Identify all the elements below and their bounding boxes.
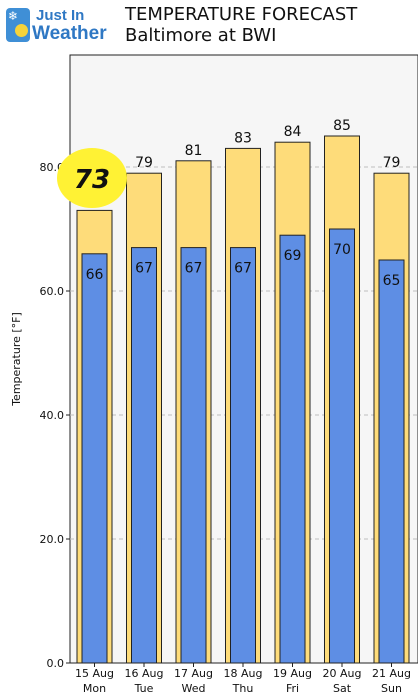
snowflake-icon: ❄: [8, 9, 19, 23]
low-temp-label: 67: [135, 261, 153, 277]
low-temp-bar: [329, 228, 355, 664]
y-tick-label: 40.0: [40, 409, 65, 422]
y-tick-label: 20.0: [40, 533, 65, 546]
x-tick-date: 18 Aug: [224, 667, 263, 680]
high-temp-label: 85: [333, 118, 351, 134]
low-temp-bar: [180, 247, 207, 664]
x-tick-day: Thu: [232, 682, 254, 695]
chart-subtitle: Baltimore at BWI: [125, 25, 277, 46]
logo-text-line1: Just In: [36, 7, 85, 24]
x-tick-date: 19 Aug: [273, 667, 312, 680]
low-temp-label: 67: [185, 261, 203, 277]
x-tick-date: 16 Aug: [125, 667, 164, 680]
sun-icon: [15, 24, 28, 37]
high-temp-label: 83: [234, 130, 252, 146]
x-tick-date: 21 Aug: [372, 667, 411, 680]
low-temp-bar: [230, 247, 256, 664]
low-temp-bar: [279, 234, 306, 664]
y-tick-label: 80.0: [40, 161, 65, 174]
current-temp-badge: 73: [57, 148, 127, 208]
badge-circle: [57, 148, 127, 208]
bars: 66 79 67 81 67 83 67 84 69 85 70 79 65: [76, 118, 410, 664]
x-tick-date: 20 Aug: [323, 667, 362, 680]
low-temp-label: 69: [284, 248, 302, 264]
y-tick-label: 0.0: [47, 657, 65, 670]
low-temp-bar: [81, 253, 108, 664]
low-temp-label: 65: [383, 273, 401, 289]
low-temp-label: 67: [234, 261, 252, 277]
weather-icon: ❄: [6, 8, 30, 42]
x-tick-date: 17 Aug: [174, 667, 213, 680]
high-temp-label: 84: [284, 124, 302, 140]
high-temp-label: 81: [185, 143, 203, 159]
x-tick-day: Fri: [286, 682, 299, 695]
low-temp-bar: [131, 247, 157, 664]
y-tick-label: 60.0: [40, 285, 65, 298]
axis-ticks: 0.0 20.0 40.0 60.0 80.0 15 Aug Mon 16 Aug Tue 17 …: [40, 161, 411, 695]
x-tick-day: Wed: [182, 682, 206, 695]
x-tick-day: Tue: [134, 682, 154, 695]
x-tick-day: Sat: [333, 682, 352, 695]
high-temp-label: 79: [383, 155, 401, 171]
y-axis-label: Temperature [°F]: [10, 312, 23, 407]
brand-logo: ❄ Just In Weather: [6, 6, 118, 46]
low-temp-label: 66: [86, 267, 104, 283]
low-temp-bar: [378, 259, 405, 664]
badge-value: 73: [74, 165, 110, 195]
chart-title: TEMPERATURE FORECAST: [125, 4, 358, 25]
x-tick-day: Mon: [83, 682, 106, 695]
x-tick-day: Sun: [381, 682, 402, 695]
low-temp-label: 70: [333, 242, 351, 258]
high-temp-label: 79: [135, 155, 153, 171]
logo-text-line2: Weather: [32, 23, 107, 44]
x-tick-date: 15 Aug: [75, 667, 114, 680]
